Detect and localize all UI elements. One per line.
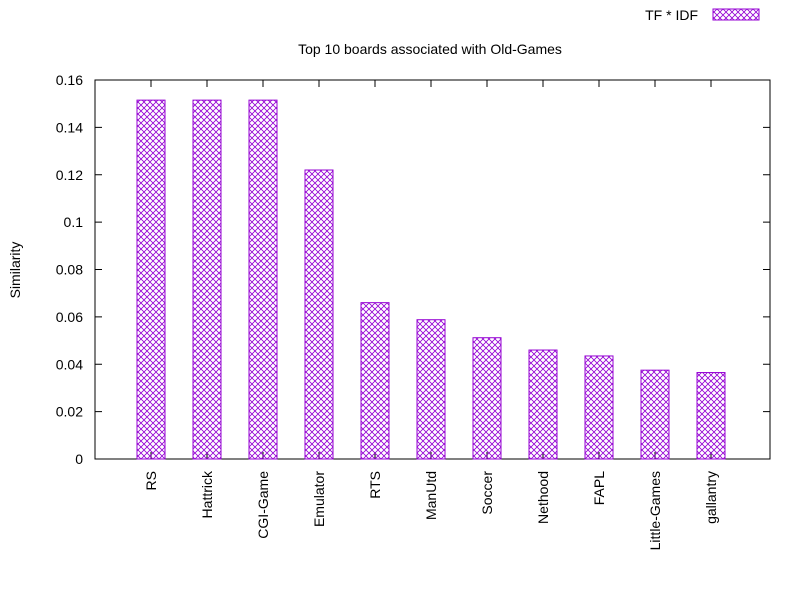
y-tick-label: 0.16 (56, 72, 83, 88)
legend: TF * IDF (645, 7, 760, 23)
y-tick-label: 0.12 (56, 167, 83, 183)
bar (584, 355, 614, 460)
y-tick-label: 0 (75, 451, 83, 467)
bar (360, 302, 390, 460)
x-tick-label: Little-Games (647, 471, 663, 550)
x-tick-label: CGI-Game (255, 471, 271, 539)
chart-title: Top 10 boards associated with Old-Games (298, 41, 562, 57)
legend-label: TF * IDF (645, 7, 698, 23)
y-tick-label: 0.04 (56, 356, 83, 372)
bar (528, 349, 558, 460)
x-tick-label: FAPL (591, 471, 607, 505)
y-tick-label: 0.1 (64, 214, 84, 230)
bar (640, 369, 670, 460)
x-tick-label: RS (143, 471, 159, 490)
bar (192, 99, 222, 460)
x-tick-label: RTS (367, 471, 383, 499)
y-axis-label: Similarity (7, 242, 23, 299)
x-tick-label: Emulator (311, 471, 327, 527)
bar (416, 319, 446, 460)
bar (696, 372, 726, 460)
bar (136, 99, 166, 460)
y-tick-label: 0.14 (56, 119, 83, 135)
x-tick-label: gallantry (703, 471, 719, 524)
x-tick-label: Soccer (479, 471, 495, 515)
y-tick-label: 0.02 (56, 404, 83, 420)
bar (248, 99, 278, 460)
x-tick-label: Nethood (535, 471, 551, 524)
x-tick-label: ManUtd (423, 471, 439, 520)
y-tick-label: 0.06 (56, 309, 83, 325)
bar (472, 337, 502, 460)
y-tick-label: 0.08 (56, 262, 83, 278)
x-tick-label: Hattrick (199, 470, 215, 518)
legend-swatch (712, 8, 760, 21)
bar (304, 169, 334, 460)
